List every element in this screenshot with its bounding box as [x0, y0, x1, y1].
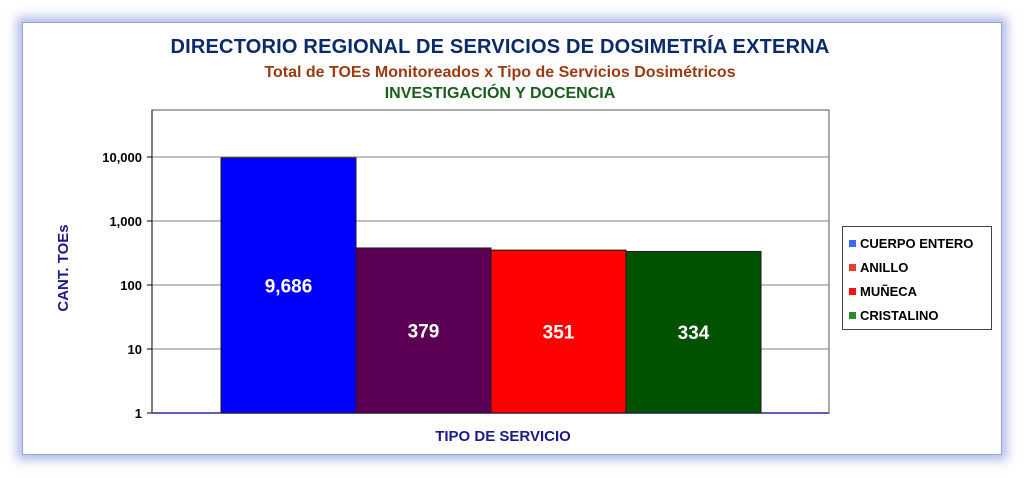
- legend-item-cristalino: CRISTALINO: [849, 303, 991, 327]
- data-label: 351: [543, 323, 575, 344]
- bar-anillo: [355, 247, 492, 414]
- bar-cuerpo-entero: [220, 157, 357, 414]
- y-tick-label: 100: [120, 278, 142, 293]
- y-tick-label: 1,000: [109, 214, 142, 229]
- legend-swatch: [849, 239, 856, 247]
- bar-cristalino: [625, 250, 762, 414]
- legend-item-cuerpo-entero: CUERPO ENTERO: [849, 231, 991, 255]
- legend-label: MUÑECA: [860, 283, 918, 299]
- chart-subtitle: Total de TOEs Monitoreados x Tipo de Ser…: [264, 64, 736, 81]
- chart-legend: CUERPO ENTERO ANILLO MUÑECA CRISTALINO: [842, 226, 992, 330]
- legend-swatch: [849, 311, 856, 319]
- bar-muñeca: [490, 249, 627, 414]
- legend-label: ANILLO: [860, 259, 909, 275]
- legend-item-anillo: ANILLO: [849, 255, 991, 279]
- y-axis-title: CANT. TOEs: [55, 224, 72, 311]
- y-tick-label: 10: [128, 342, 142, 357]
- chart-title: DIRECTORIO REGIONAL DE SERVICIOS DE DOSI…: [170, 36, 830, 58]
- legend-swatch: [849, 263, 856, 271]
- y-tick-label: 1: [135, 406, 142, 421]
- legend-label: CUERPO ENTERO: [860, 235, 974, 251]
- data-label: 379: [408, 321, 440, 342]
- legend-label: CRISTALINO: [860, 307, 939, 323]
- legend-item-muneca: MUÑECA: [849, 279, 991, 303]
- chart-subtitle-secondary: INVESTIGACIÓN Y DOCENCIA: [384, 85, 616, 102]
- data-label: 9,686: [265, 276, 313, 297]
- data-label: 334: [678, 323, 710, 344]
- legend-swatch: [849, 287, 856, 295]
- x-axis-title: TIPO DE SERVICIO: [435, 428, 571, 445]
- y-tick-label: 10,000: [102, 150, 142, 165]
